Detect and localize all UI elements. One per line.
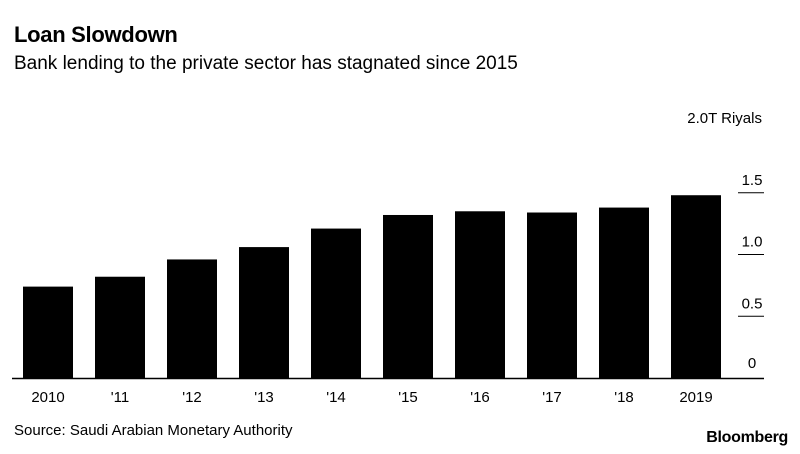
x-tick-label: '14 — [326, 389, 346, 406]
bar — [383, 214, 433, 378]
y-tick-label: 0.5 — [742, 295, 763, 312]
x-tick-label: '16 — [470, 389, 490, 406]
bar — [599, 207, 649, 378]
bar — [95, 276, 145, 378]
chart-subtitle: Bank lending to the private sector has s… — [14, 53, 518, 74]
source-note: Source: Saudi Arabian Monetary Authority — [14, 422, 293, 439]
bar — [167, 259, 217, 378]
y-tick-label: 2.0T Riyals — [687, 110, 762, 127]
bar — [239, 247, 289, 378]
x-tick-label: '15 — [398, 389, 418, 406]
y-tick-label: 1.5 — [742, 172, 763, 189]
x-tick-label: '11 — [111, 389, 129, 406]
x-tick-label: 2010 — [31, 389, 64, 406]
chart-title: Loan Slowdown — [14, 22, 178, 47]
bloomberg-logo: Bloomberg — [706, 429, 788, 446]
x-tick-label: '17 — [542, 389, 562, 406]
x-tick-label: '13 — [254, 389, 274, 406]
bar — [671, 195, 721, 378]
x-tick-label: 2019 — [679, 389, 712, 406]
bar — [455, 211, 505, 378]
y-tick-label: 0 — [748, 355, 756, 372]
bar — [311, 228, 361, 378]
bar — [23, 286, 73, 378]
x-tick-label: '18 — [614, 389, 634, 406]
bar — [527, 212, 577, 378]
x-tick-label: '12 — [182, 389, 202, 406]
y-tick-label: 1.0 — [742, 234, 763, 251]
